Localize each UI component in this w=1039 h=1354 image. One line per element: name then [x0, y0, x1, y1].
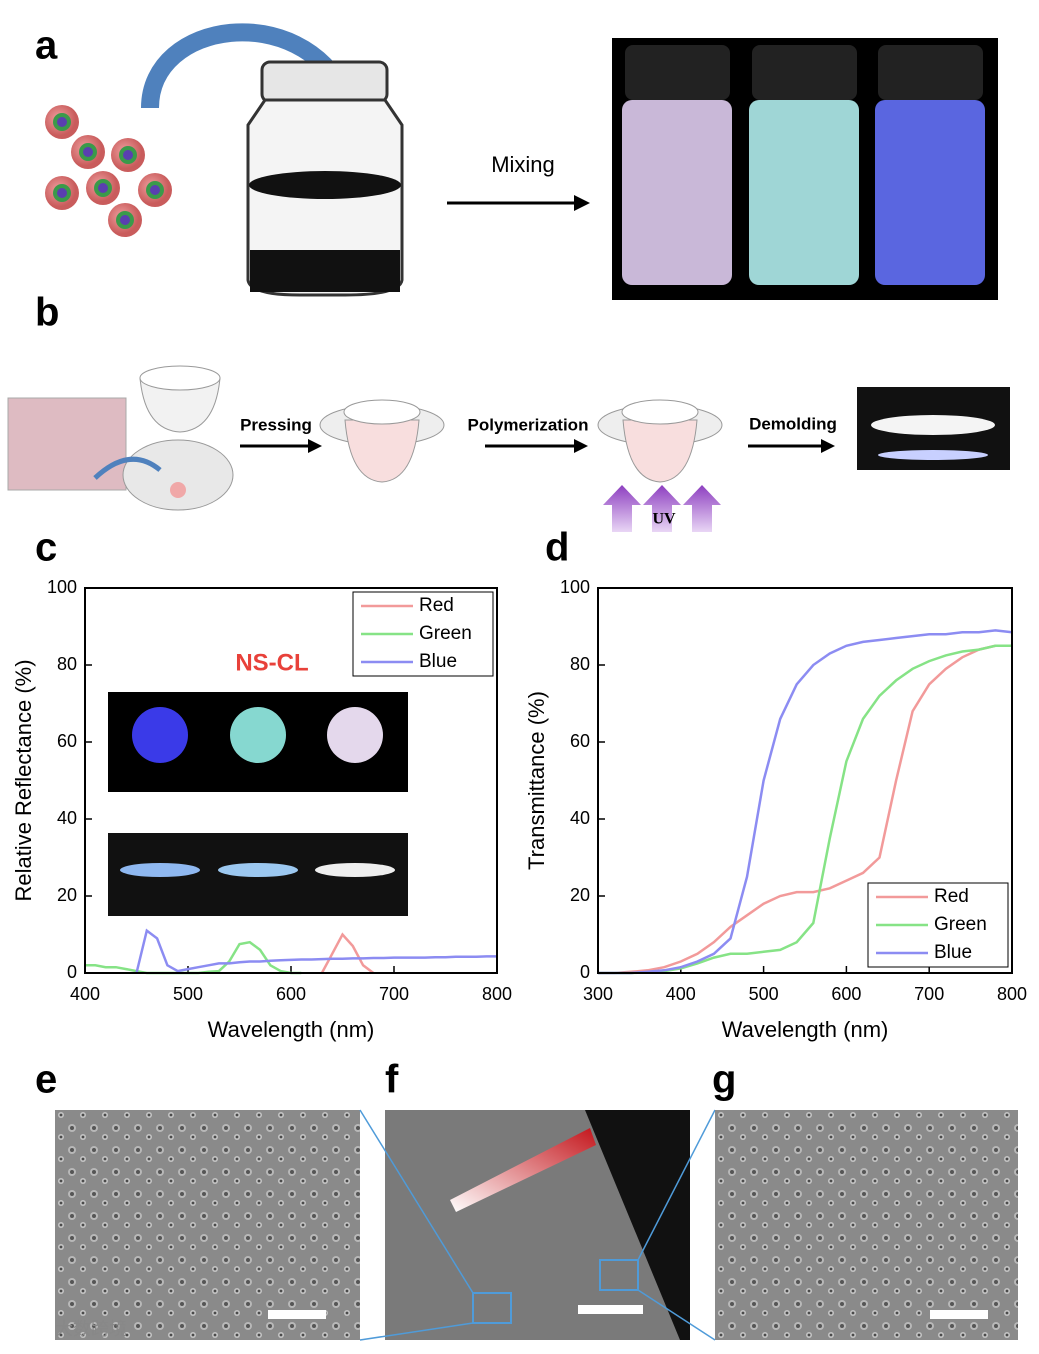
watermark: 大数跨境	[55, 1319, 127, 1340]
mold-illustration	[7, 365, 1010, 532]
x-tick-label: 500	[173, 984, 203, 1004]
y-tick-label: 80	[57, 654, 77, 674]
step-label: Demolding	[749, 414, 837, 433]
uv-label: UV	[652, 511, 676, 528]
legend-label: Green	[934, 914, 987, 935]
y-tick-label: 40	[57, 808, 77, 828]
data-line	[598, 644, 1012, 975]
panel-label: e	[35, 1058, 57, 1102]
legend-label: Red	[419, 595, 454, 616]
y-tick-label: 60	[570, 731, 590, 751]
y-tick-label: 20	[570, 885, 590, 905]
step-label: Polymerization	[468, 415, 589, 434]
x-tick-label: 700	[914, 984, 944, 1004]
x-tick-label: 400	[70, 984, 100, 1004]
inset-photos	[108, 692, 408, 916]
arrow-head	[574, 439, 588, 453]
x-tick-label: 400	[666, 984, 696, 1004]
arrow-head	[308, 439, 322, 453]
y-axis-label: Relative Reflectance (%)	[11, 659, 36, 901]
annotation: NS-CL	[235, 649, 308, 676]
plot-frame	[597, 587, 1013, 974]
vial-photo	[612, 38, 998, 300]
panel-label: b	[35, 291, 59, 335]
legend-label: Green	[419, 623, 472, 644]
plot-frame	[84, 587, 498, 974]
x-axis-label: Wavelength (nm)	[722, 1017, 889, 1042]
x-tick-label: 600	[831, 984, 861, 1004]
legend-label: Blue	[934, 942, 972, 963]
arrow-head	[574, 195, 590, 211]
y-tick-label: 0	[67, 962, 77, 982]
x-tick-label: 700	[379, 984, 409, 1004]
y-axis-label: Transmittance (%)	[524, 691, 549, 870]
jar	[246, 60, 404, 297]
data-line	[598, 629, 1013, 975]
y-tick-label: 80	[570, 654, 590, 674]
x-tick-label: 800	[482, 984, 512, 1004]
y-tick-label: 0	[580, 962, 590, 982]
sphere-cluster	[45, 105, 172, 237]
panel-label: d	[545, 526, 569, 570]
y-tick-label: 40	[570, 808, 590, 828]
x-tick-label: 600	[276, 984, 306, 1004]
y-tick-label: 20	[57, 885, 77, 905]
x-axis-label: Wavelength (nm)	[208, 1017, 375, 1042]
legend-label: Red	[934, 886, 969, 907]
panel-label: c	[35, 526, 57, 570]
data-line	[135, 928, 497, 974]
data-line	[320, 932, 375, 975]
x-tick-label: 500	[749, 984, 779, 1004]
y-tick-label: 60	[57, 731, 77, 751]
panel-label: g	[712, 1058, 736, 1102]
x-tick-label: 800	[997, 984, 1027, 1004]
step-label: Pressing	[240, 415, 312, 434]
x-tick-label: 300	[583, 984, 613, 1004]
legend-label: Blue	[419, 651, 457, 672]
arrow-head	[821, 439, 835, 453]
y-tick-label: 100	[47, 577, 77, 597]
panel-label: a	[35, 24, 58, 68]
step-label: Mixing	[491, 152, 555, 177]
panel-label: f	[385, 1058, 399, 1102]
y-tick-label: 100	[560, 577, 590, 597]
sem-images	[55, 1109, 1018, 1341]
